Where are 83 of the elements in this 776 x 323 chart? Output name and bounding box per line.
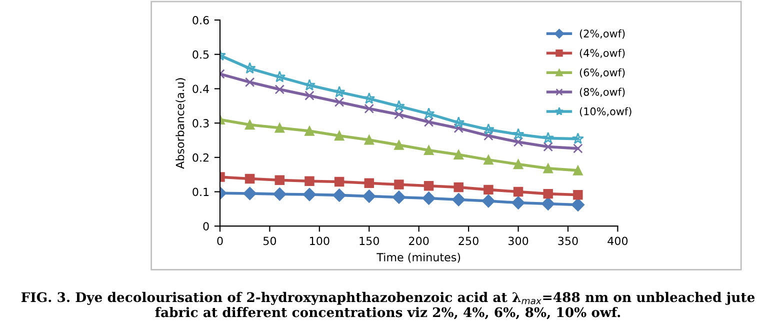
point xyxy=(274,175,285,185)
point xyxy=(363,92,376,104)
y-tick-label: 0.5 xyxy=(192,50,209,59)
x-tick-label: 400 xyxy=(608,236,628,246)
y-axis-title: Absorbance(a.u) xyxy=(176,78,186,169)
x-axis-title: Time (minutes) xyxy=(376,252,460,263)
point xyxy=(542,132,554,144)
point xyxy=(543,164,553,174)
point xyxy=(424,117,434,127)
point xyxy=(392,100,405,112)
point xyxy=(244,62,256,74)
x-tick-label: 100 xyxy=(310,236,330,246)
point xyxy=(573,166,583,176)
point xyxy=(482,194,496,208)
point xyxy=(452,116,465,128)
point xyxy=(332,188,346,202)
point xyxy=(244,174,255,184)
point xyxy=(394,140,404,150)
point xyxy=(571,198,585,212)
legend-label: (10%,owf) xyxy=(580,107,632,117)
x-tick-label: 300 xyxy=(508,236,528,246)
point xyxy=(484,130,494,141)
point xyxy=(542,197,555,210)
y-tick-label: 0.2 xyxy=(192,153,208,162)
x-tick-label: 250 xyxy=(458,236,478,246)
point xyxy=(573,190,583,200)
y-tick-label: 0.3 xyxy=(192,119,209,128)
y-tick-label: 0 xyxy=(203,222,209,230)
point xyxy=(454,123,464,134)
point xyxy=(274,84,285,94)
x-tick-label: 350 xyxy=(558,236,578,246)
point xyxy=(364,104,374,114)
point xyxy=(334,130,344,141)
point xyxy=(573,144,583,154)
point xyxy=(572,132,584,144)
point xyxy=(304,79,316,90)
point xyxy=(333,86,346,98)
point xyxy=(512,128,524,140)
point xyxy=(394,180,404,190)
point xyxy=(304,90,314,100)
point xyxy=(422,108,435,119)
point xyxy=(304,176,314,186)
legend-label: (2%,owf) xyxy=(580,29,625,39)
point xyxy=(422,192,436,205)
point xyxy=(543,188,553,199)
point xyxy=(512,196,525,210)
legend-label: (8%,owf) xyxy=(580,88,625,98)
x-tick-label: 200 xyxy=(409,236,429,246)
point xyxy=(362,190,376,203)
point xyxy=(274,123,285,133)
point xyxy=(334,97,344,107)
x-tick-label: 0 xyxy=(217,236,223,246)
y-tick-label: 0.1 xyxy=(192,188,209,196)
legend-label: (4%,owf) xyxy=(580,48,625,58)
point xyxy=(244,77,255,88)
point xyxy=(302,188,316,202)
point xyxy=(273,188,286,201)
point xyxy=(334,176,344,187)
legend-label: (6%,owf) xyxy=(580,68,625,78)
point xyxy=(424,145,434,156)
point xyxy=(424,181,434,191)
point xyxy=(484,184,494,195)
point xyxy=(394,110,404,120)
x-tick-label: 50 xyxy=(263,236,276,246)
point xyxy=(513,159,524,170)
point xyxy=(513,186,524,197)
x-tick-label: 150 xyxy=(360,236,379,246)
y-tick-label: 0.6 xyxy=(192,16,209,24)
point xyxy=(244,120,255,130)
point xyxy=(243,186,256,200)
point xyxy=(304,126,314,136)
point xyxy=(454,150,464,160)
point xyxy=(513,137,524,147)
point xyxy=(452,193,466,206)
point xyxy=(484,154,494,165)
point xyxy=(482,123,494,135)
point xyxy=(392,190,406,204)
point xyxy=(364,178,374,188)
y-tick-label: 0.4 xyxy=(192,84,209,94)
caption: FIG. 3. Dye decolourisation of 2-hydroxynaphthazobenzoic acid at λ$_{max}$=488 nm on unbleached jute fabric at different concentrations viz 2%, 4%, 6%, 8%, 10% owf. xyxy=(21,292,755,320)
point xyxy=(454,182,464,192)
point xyxy=(364,135,374,145)
point xyxy=(543,142,553,152)
